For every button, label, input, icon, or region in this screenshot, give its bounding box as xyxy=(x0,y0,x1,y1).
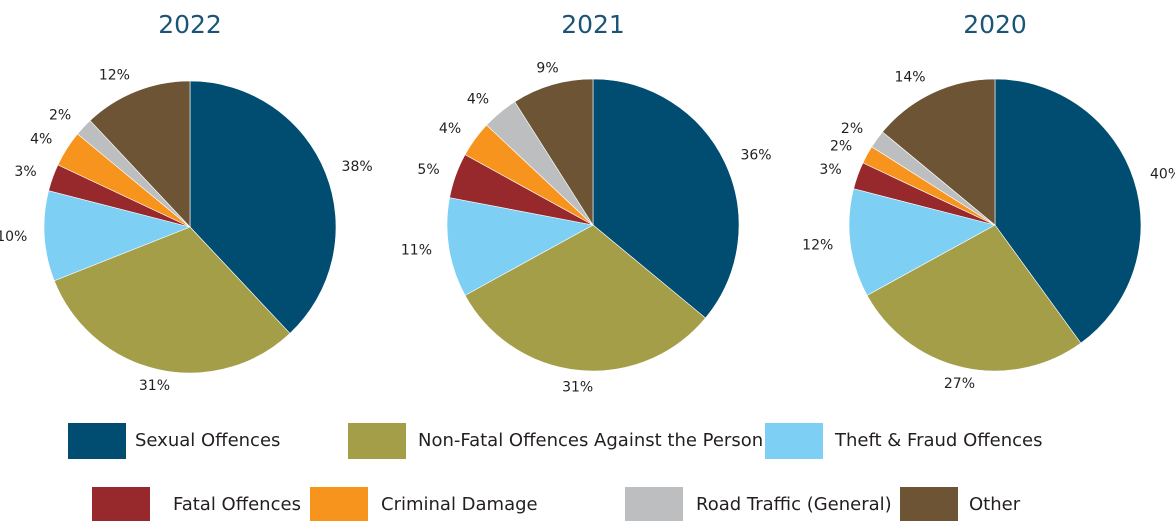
legend-label: Road Traffic (General) xyxy=(696,494,892,515)
legend-label: Sexual Offences xyxy=(135,430,280,451)
slice-label: 12% xyxy=(99,67,130,83)
pie-slice xyxy=(848,188,996,296)
legend-swatch xyxy=(68,423,126,459)
slice-label: 40% xyxy=(1150,167,1175,183)
slice-label: 3% xyxy=(819,162,841,178)
slice-label: 31% xyxy=(139,378,170,394)
slice-label: 14% xyxy=(894,70,925,86)
pie-slice xyxy=(446,197,594,296)
pie-slice xyxy=(464,224,706,372)
slice-label: 4% xyxy=(467,91,489,107)
pie-slice xyxy=(189,80,337,334)
pie-slice xyxy=(89,80,191,228)
pie-slice xyxy=(866,224,1082,372)
pie-slice xyxy=(882,78,996,226)
slice-label: 2% xyxy=(830,138,852,154)
legend-swatch xyxy=(765,423,823,459)
slice-label: 3% xyxy=(14,164,36,180)
legend-label: Theft & Fraud Offences xyxy=(834,430,1042,451)
slice-label: 2% xyxy=(841,121,863,137)
pie-slice xyxy=(994,78,1142,344)
legend-swatch xyxy=(310,487,368,521)
pie-title: 2021 xyxy=(561,10,625,39)
pie-slice xyxy=(43,190,191,282)
slice-label: 2% xyxy=(49,107,71,123)
slice-label: 27% xyxy=(944,376,975,392)
legend-label: Other xyxy=(969,494,1021,515)
slice-label: 4% xyxy=(30,132,52,148)
pie-slice xyxy=(514,78,594,227)
slice-label: 36% xyxy=(740,148,771,164)
slice-label: 4% xyxy=(439,121,461,137)
slice-label: 12% xyxy=(802,237,833,253)
pie-slice xyxy=(53,226,291,374)
slice-label: 9% xyxy=(536,60,558,76)
slice-label: 5% xyxy=(417,162,439,178)
slice-label: 11% xyxy=(401,242,432,258)
pie-slice xyxy=(592,78,740,319)
legend-swatch xyxy=(625,487,683,521)
legend-label: Fatal Offences xyxy=(173,494,301,515)
legend-swatch xyxy=(92,487,150,521)
legend-label: Criminal Damage xyxy=(381,494,538,515)
legend-label: Non-Fatal Offences Against the Person xyxy=(418,430,763,451)
slice-label: 38% xyxy=(342,159,373,175)
legend-swatch xyxy=(900,487,958,521)
slice-label: 31% xyxy=(562,379,593,395)
slice-label: 10% xyxy=(0,229,27,245)
pie-title: 2022 xyxy=(158,10,222,39)
legend-swatch xyxy=(348,423,406,459)
pie-title: 2020 xyxy=(963,10,1027,39)
